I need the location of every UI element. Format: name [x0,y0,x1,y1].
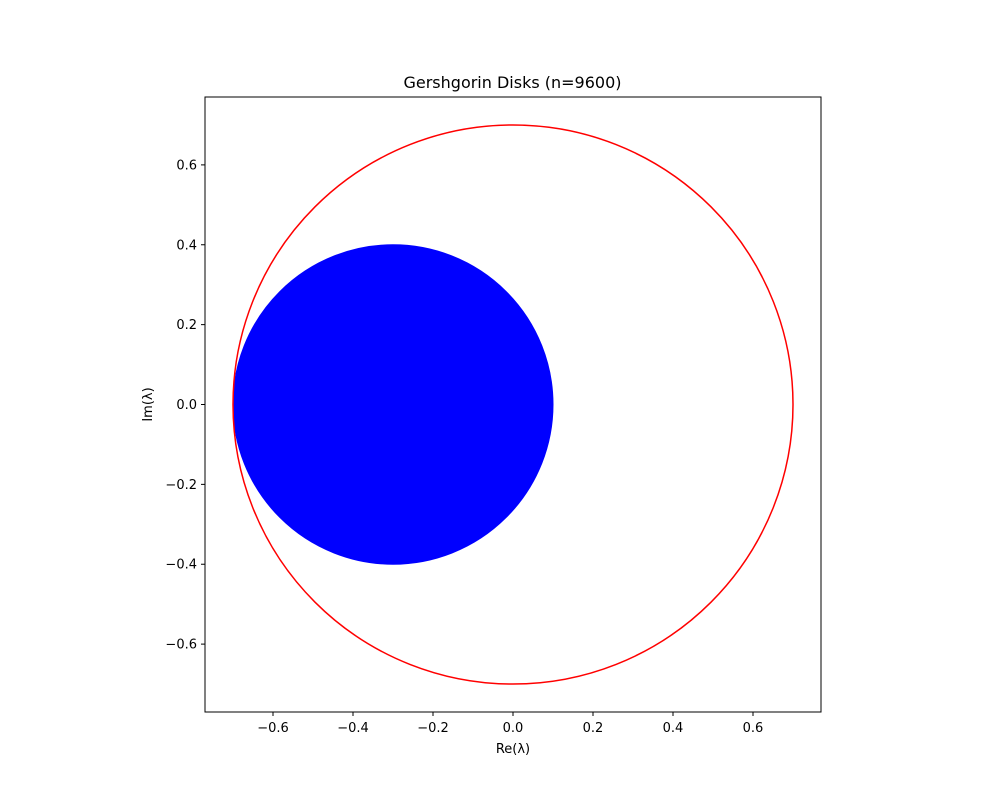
y-tick-label: 0.2 [176,318,197,333]
x-tick-label: 0.0 [503,721,524,736]
gershgorin-disk [232,244,554,565]
x-axis-label: Re(λ) [496,742,530,757]
x-tick-label: 0.4 [663,721,684,736]
x-tick-label: −0.4 [337,721,369,736]
x-tick-label: −0.2 [417,721,449,736]
y-tick-label: 0.6 [176,158,197,173]
x-tick-label: 0.2 [583,721,604,736]
y-tick-label: −0.2 [165,478,197,493]
chart-title: Gershgorin Disks (n=9600) [403,73,621,92]
y-tick-label: 0.0 [176,398,197,413]
y-tick-label: −0.4 [165,558,197,573]
y-tick-label: −0.6 [165,638,197,653]
y-axis-ticks: −0.6 −0.4 −0.2 0.0 0.2 0.4 0.6 [165,158,205,653]
y-axis-label: Im(λ) [141,387,156,421]
x-axis-ticks: −0.6 −0.4 −0.2 0.0 0.2 0.4 0.6 [257,712,763,736]
bounding-circle [232,124,794,685]
plot-area [232,124,794,685]
x-tick-label: −0.6 [257,721,289,736]
y-tick-label: 0.4 [176,238,197,253]
x-tick-label: 0.6 [743,721,764,736]
